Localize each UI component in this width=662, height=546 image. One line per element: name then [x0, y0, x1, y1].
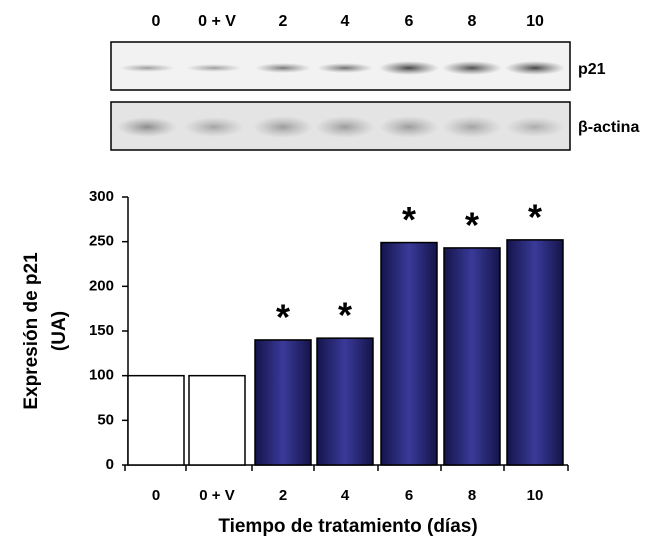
y-tick-label: 200 — [89, 277, 114, 294]
significance-marker: * — [528, 196, 542, 237]
y-axis-title: (UA) — [49, 311, 70, 351]
lane-label: 0 + V — [198, 13, 236, 30]
x-axis-title: Tiempo de tratamiento (días) — [218, 516, 477, 537]
figure: p21 β-actina Expresión de p21 (UA) Tiemp… — [0, 0, 662, 546]
lane-label: 6 — [405, 13, 414, 30]
band-label: β-actina — [578, 119, 639, 136]
x-tick-label: 10 — [527, 487, 544, 504]
lane-label: 2 — [279, 13, 288, 30]
bar — [507, 240, 563, 465]
y-tick-label: 250 — [89, 233, 114, 250]
y-tick-label: 150 — [89, 322, 114, 339]
lane-label: 10 — [526, 13, 544, 30]
y-axis-title: Expresión de p21 — [21, 252, 42, 410]
x-tick-label: 0 + V — [199, 487, 234, 504]
y-tick-label: 100 — [89, 367, 114, 384]
lane-label: 8 — [468, 13, 477, 30]
bar — [189, 376, 245, 465]
bar — [444, 248, 500, 465]
y-tick-label: 300 — [89, 188, 114, 205]
x-tick-label: 8 — [468, 487, 476, 504]
lane-label: 4 — [341, 13, 350, 30]
x-tick-label: 4 — [341, 487, 350, 504]
significance-marker: * — [465, 204, 479, 245]
x-tick-label: 6 — [405, 487, 413, 504]
bar — [128, 376, 184, 465]
band-label: p21 — [578, 61, 606, 78]
significance-marker: * — [402, 199, 416, 240]
x-tick-label: 2 — [279, 487, 287, 504]
bar — [255, 340, 311, 465]
y-tick-label: 0 — [106, 456, 114, 473]
significance-marker: * — [338, 295, 352, 336]
bar — [381, 243, 437, 465]
bar — [317, 338, 373, 465]
significance-marker: * — [276, 296, 290, 337]
x-tick-label: 0 — [152, 487, 160, 504]
y-tick-label: 50 — [97, 411, 114, 428]
lane-label: 0 — [152, 13, 161, 30]
